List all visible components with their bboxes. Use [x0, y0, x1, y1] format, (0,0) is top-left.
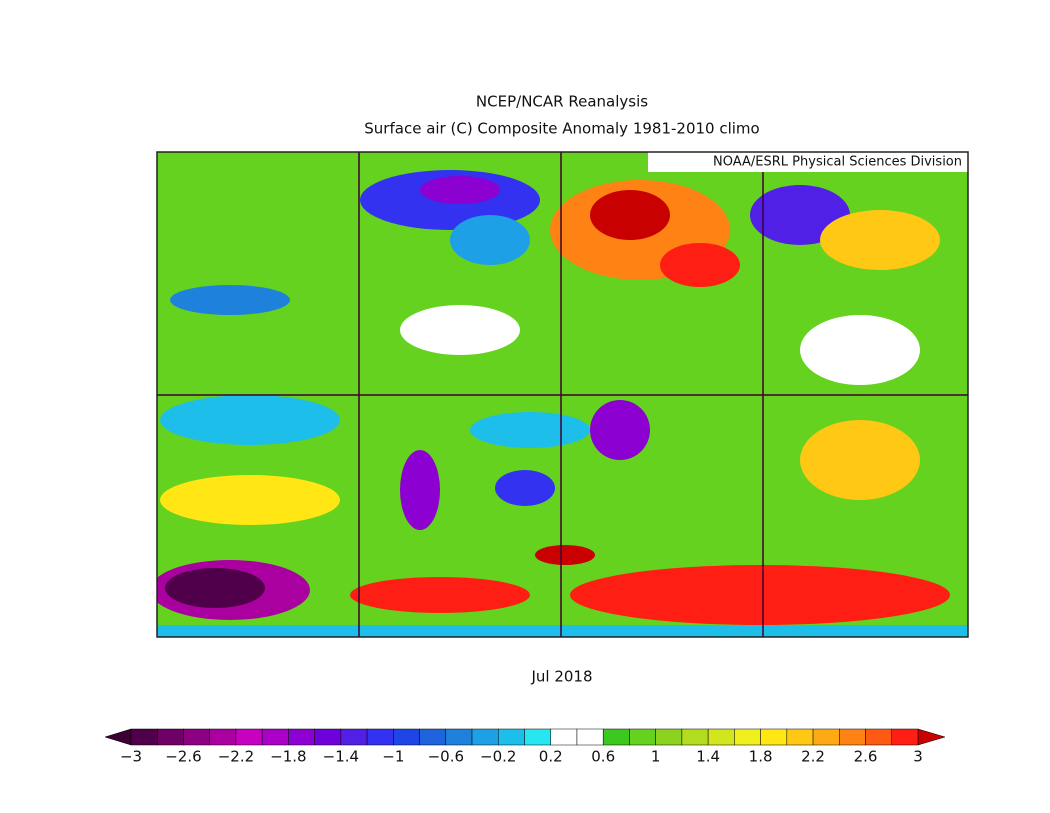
colorbar-box [235, 728, 263, 746]
colorbar-label: −2.2 [218, 748, 254, 766]
colorbar-box [340, 728, 368, 746]
colorbar-box [865, 728, 893, 746]
colorbar-box [288, 728, 315, 746]
anomaly-region [400, 305, 520, 355]
colorbar-box [707, 728, 735, 746]
colorbar-box [629, 728, 656, 746]
anomaly-region [800, 420, 920, 500]
colorbar-box [471, 728, 499, 746]
colorbar-box [314, 728, 342, 746]
anomaly-region [820, 210, 940, 270]
anomaly-region [660, 243, 740, 287]
colorbar-box [183, 728, 210, 746]
anomaly-fields [157, 170, 968, 637]
credit: NOAA/ESRL Physical Sciences Division [713, 155, 962, 170]
colorbar-label: −2.6 [165, 748, 201, 766]
colorbar-box [681, 728, 709, 746]
colorbar-box [419, 728, 447, 746]
anomaly-region [160, 475, 340, 525]
colorbar-box [130, 728, 158, 746]
colorbar-label: 0.2 [539, 748, 563, 766]
colorbar-label: 1.8 [749, 748, 773, 766]
colorbar-box [786, 728, 814, 746]
colorbar-label: −0.2 [480, 748, 516, 766]
colorbar-box [760, 728, 788, 746]
colorbar-label: 2.2 [801, 748, 825, 766]
anomaly-region [157, 625, 968, 637]
colorbar-box [445, 728, 473, 746]
grid [157, 152, 968, 637]
anomaly-region [420, 176, 500, 204]
colorbar-box [891, 728, 919, 746]
colorbar-label: 0.6 [591, 748, 615, 766]
anomaly-region [495, 470, 555, 506]
colorbar-box [156, 728, 184, 746]
colorbar-box [261, 728, 289, 746]
colorbar-label: −3 [120, 748, 142, 766]
anomaly-region [535, 545, 595, 565]
colorbar-box [576, 728, 604, 746]
colorbar-label: 3 [913, 748, 923, 766]
anomaly-region [570, 565, 950, 625]
map [157, 152, 968, 637]
colorbar: −3 −2.6 −2.2 −1.8 −1.4 −1 −0.6 −0.2 0.2 0.6 1 1.4 1.… [104, 728, 946, 766]
anomaly-region [170, 285, 290, 315]
date-label: Jul 2018 [530, 668, 592, 686]
map-frame [156, 151, 969, 638]
anomaly-region [165, 568, 265, 608]
subtitle: Surface air (C) Composite Anomaly 1981-2… [364, 120, 759, 138]
colorbar-box [812, 728, 840, 746]
anomaly-region [160, 395, 340, 445]
anomaly-region [800, 315, 920, 385]
colorbar-label: −1.8 [270, 748, 306, 766]
colorbar-label: 2.6 [854, 748, 878, 766]
colorbar-box [734, 728, 761, 746]
colorbar-label: 1 [651, 748, 661, 766]
colorbar-box [366, 728, 394, 746]
colorbar-box [524, 728, 551, 746]
colorbar-label: −1 [382, 748, 404, 766]
colorbar-box [602, 728, 630, 746]
credit-box [648, 152, 968, 172]
anomaly-region [590, 400, 650, 460]
colorbar-box [839, 728, 866, 746]
colorbar-box [393, 728, 420, 746]
colorbar-box [550, 728, 578, 746]
colorbar-label: 1.4 [696, 748, 720, 766]
colorbar-high-arrow [917, 728, 946, 746]
anomaly-region [450, 215, 530, 265]
colorbar-label: −0.6 [428, 748, 464, 766]
colorbar-box [209, 728, 237, 746]
colorbar-box [498, 728, 525, 746]
title: NCEP/NCAR Reanalysis [476, 93, 648, 111]
anomaly-region [590, 190, 670, 240]
colorbar-low-arrow [104, 728, 132, 746]
anomaly-region [470, 412, 590, 448]
anomaly-region [400, 450, 440, 530]
colorbar-box [655, 728, 683, 746]
colorbar-label: −1.4 [323, 748, 359, 766]
anomaly-region [350, 577, 530, 613]
